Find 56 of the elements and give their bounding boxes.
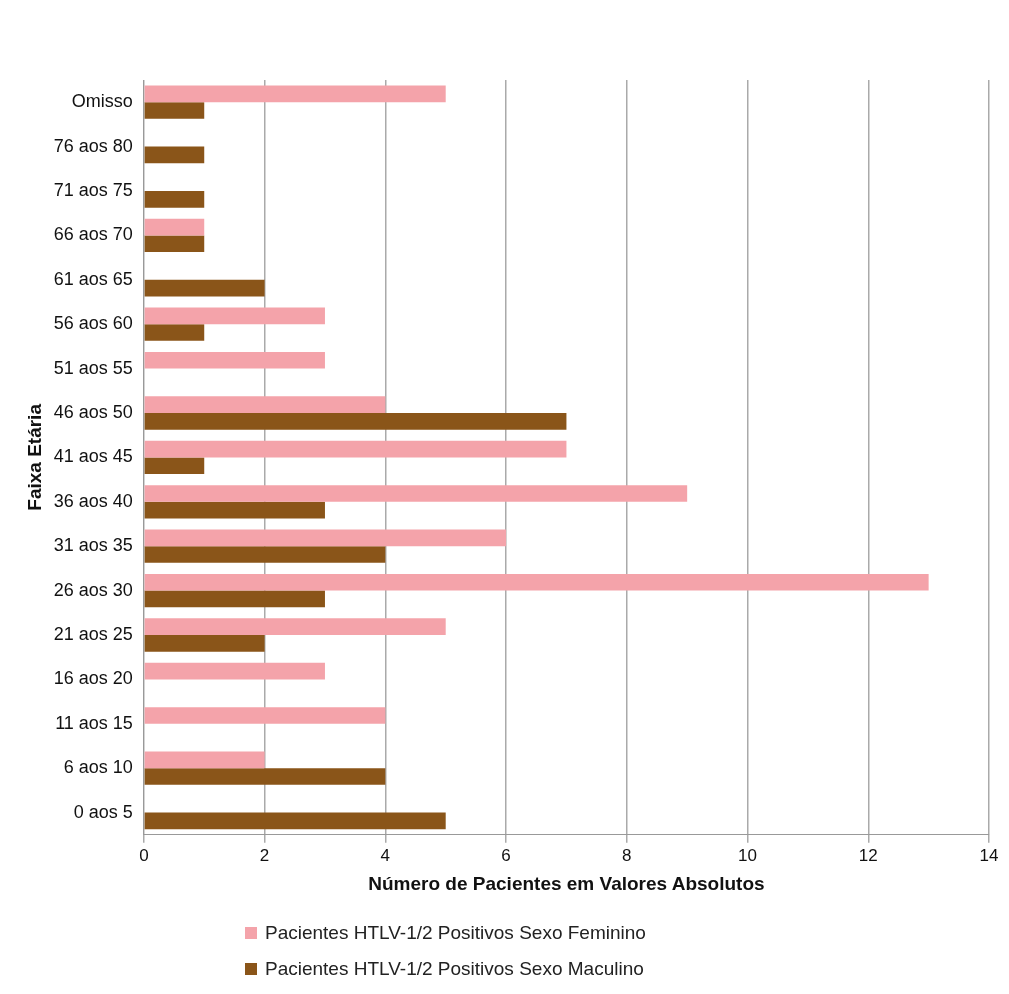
y-tick-label: 41 aos 45 bbox=[53, 446, 133, 467]
bar bbox=[144, 218, 205, 236]
y-tick-label: 56 aos 60 bbox=[53, 313, 133, 334]
x-tick-label: 4 bbox=[380, 845, 391, 865]
x-tick-label: 0 bbox=[139, 845, 149, 865]
legend-label: Pacientes HTLV-1/2 Positivos Sexo Feminino bbox=[265, 922, 646, 944]
y-tick-label: 11 aos 15 bbox=[55, 712, 133, 733]
bar bbox=[144, 573, 929, 591]
bar bbox=[144, 235, 205, 253]
y-tick-label: 71 aos 75 bbox=[53, 179, 133, 200]
bar bbox=[144, 307, 325, 325]
y-tick-label: 31 aos 35 bbox=[53, 535, 133, 556]
y-tick-label: 0 aos 5 bbox=[73, 801, 133, 822]
bar bbox=[144, 529, 507, 547]
bar bbox=[144, 635, 265, 652]
y-tick-label: 66 aos 70 bbox=[53, 224, 133, 245]
y-tick-label: 36 aos 40 bbox=[53, 490, 133, 511]
y-tick-label: 6 aos 10 bbox=[63, 757, 133, 778]
x-axis-title: Número de Pacientes em Valores Absolutos bbox=[368, 872, 765, 894]
bar bbox=[144, 102, 205, 119]
y-tick-label: 26 aos 30 bbox=[53, 579, 133, 600]
y-tick-label: 46 aos 50 bbox=[53, 401, 133, 422]
bar bbox=[144, 812, 446, 830]
bar bbox=[144, 413, 567, 430]
x-tick-label: 8 bbox=[622, 845, 632, 865]
y-tick-label: 21 aos 25 bbox=[53, 623, 133, 644]
bar bbox=[144, 707, 386, 724]
y-tick-label: 51 aos 55 bbox=[53, 357, 133, 378]
bar bbox=[144, 440, 567, 458]
bar bbox=[144, 396, 386, 413]
y-tick-label: 16 aos 20 bbox=[53, 668, 133, 689]
bar bbox=[144, 768, 386, 785]
y-axis-title: Faixa Etária bbox=[23, 403, 45, 511]
x-tick-label: 10 bbox=[738, 845, 757, 865]
bar bbox=[144, 279, 265, 297]
x-tick-label: 6 bbox=[501, 845, 511, 865]
bar bbox=[144, 501, 325, 519]
bar bbox=[144, 618, 446, 635]
legend-label: Pacientes HTLV-1/2 Positivos Sexo Maculino bbox=[265, 958, 644, 980]
bar bbox=[144, 485, 688, 502]
y-tick-label: 61 aos 65 bbox=[53, 268, 133, 289]
bar bbox=[144, 662, 325, 680]
bar bbox=[144, 351, 325, 369]
bar bbox=[144, 324, 205, 341]
bar bbox=[144, 546, 386, 563]
y-tick-label: Omisso bbox=[71, 91, 133, 112]
x-tick-label: 12 bbox=[858, 845, 878, 865]
x-tick-label: 14 bbox=[979, 845, 999, 865]
bar bbox=[144, 751, 265, 769]
bar bbox=[144, 590, 325, 608]
x-tick-label: 2 bbox=[259, 845, 270, 865]
bar bbox=[144, 457, 205, 475]
bar bbox=[144, 191, 205, 208]
bar bbox=[144, 146, 205, 164]
bar bbox=[144, 85, 446, 103]
y-tick-label: 76 aos 80 bbox=[53, 135, 133, 156]
